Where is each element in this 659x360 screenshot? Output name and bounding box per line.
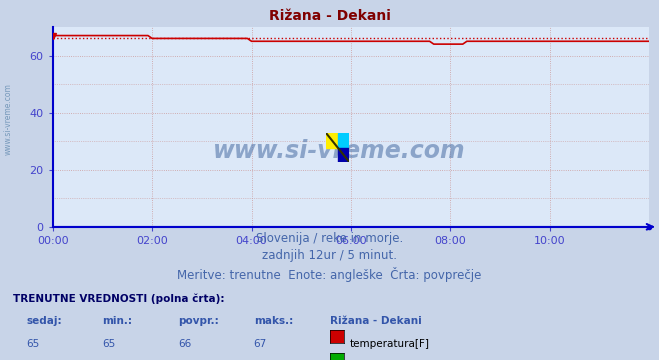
Bar [338,148,349,162]
Text: povpr.:: povpr.: [178,316,219,326]
Text: 65: 65 [102,339,115,349]
Text: www.si-vreme.com: www.si-vreme.com [4,83,13,155]
Bar [326,133,338,148]
Text: Rižana - Dekani: Rižana - Dekani [330,316,421,326]
Text: www.si-vreme.com: www.si-vreme.com [213,139,465,163]
Text: TRENUTNE VREDNOSTI (polna črta):: TRENUTNE VREDNOSTI (polna črta): [13,293,225,304]
Text: maks.:: maks.: [254,316,293,326]
Text: Rižana - Dekani: Rižana - Dekani [269,9,390,23]
Text: zadnjih 12ur / 5 minut.: zadnjih 12ur / 5 minut. [262,249,397,262]
Bar [338,133,349,148]
Text: 65: 65 [26,339,40,349]
Text: Slovenija / reke in morje.: Slovenija / reke in morje. [256,232,403,245]
Text: 66: 66 [178,339,191,349]
Text: Meritve: trenutne  Enote: angleške  Črta: povprečje: Meritve: trenutne Enote: angleške Črta: … [177,267,482,282]
Text: min.:: min.: [102,316,132,326]
Text: sedaj:: sedaj: [26,316,62,326]
Text: 67: 67 [254,339,267,349]
Text: temperatura[F]: temperatura[F] [349,339,429,349]
